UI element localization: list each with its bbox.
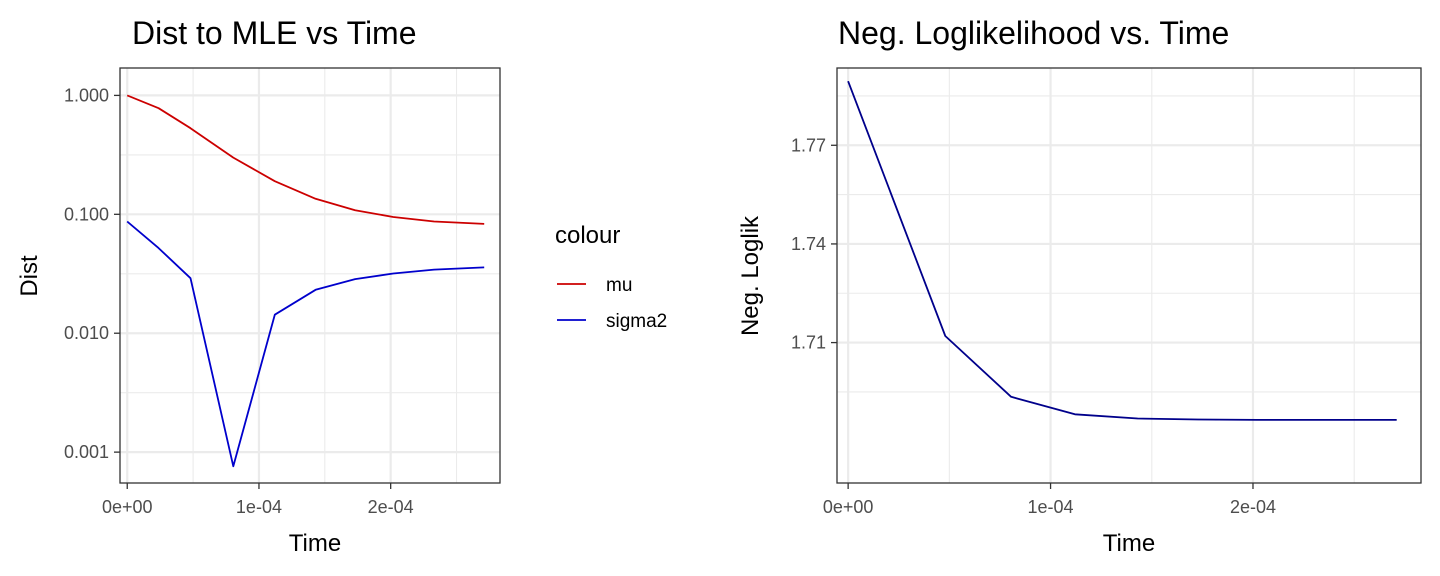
y-tick-label: 1.74 [791,234,826,254]
plot-panel [836,67,1422,484]
plot-panel [119,67,501,484]
y-tick-label: 0.001 [64,442,109,462]
x-tick-label: 0e+00 [823,497,874,517]
y-tick-label: 0.100 [64,204,109,224]
neg-loglik-chart: Neg. Loglikelihood vs. Time 0e+00 1e-04 2e… [737,15,1422,557]
series-line-mu [126,94,485,225]
x-tick-label: 1e-04 [1028,497,1074,517]
series-line-sigma2 [126,220,485,468]
dist-to-mle-chart: Dist to MLE vs Time 0e+00 1e-04 2e-04 1.000… [16,15,501,557]
series-line [847,80,1397,421]
x-axis-title: Time [1103,530,1155,557]
y-axis-title: Dist [16,255,43,297]
y-axis-title: Neg. Loglik [737,215,764,336]
x-axis-title: Time [289,530,341,557]
y-tick-label: 1.71 [791,333,826,353]
legend-title: colour [555,222,620,249]
legend-item-sigma2: sigma2 [557,311,667,332]
y-tick-label: 0.010 [64,323,109,343]
y-tick-label: 1.77 [791,135,826,155]
y-tick-label: 1.000 [64,85,109,105]
x-tick-label: 0e+00 [102,497,153,517]
x-tick-label: 2e-04 [368,497,414,517]
chart-title: Neg. Loglikelihood vs. Time [838,15,1229,51]
x-tick-label: 2e-04 [1230,497,1276,517]
legend-label-sigma2: sigma2 [606,311,667,332]
x-tick-label: 1e-04 [236,497,282,517]
legend-label-mu: mu [606,275,632,296]
legend-item-mu: mu [557,275,632,296]
chart-title: Dist to MLE vs Time [132,15,417,51]
legend: colour mu sigma2 [555,222,667,332]
